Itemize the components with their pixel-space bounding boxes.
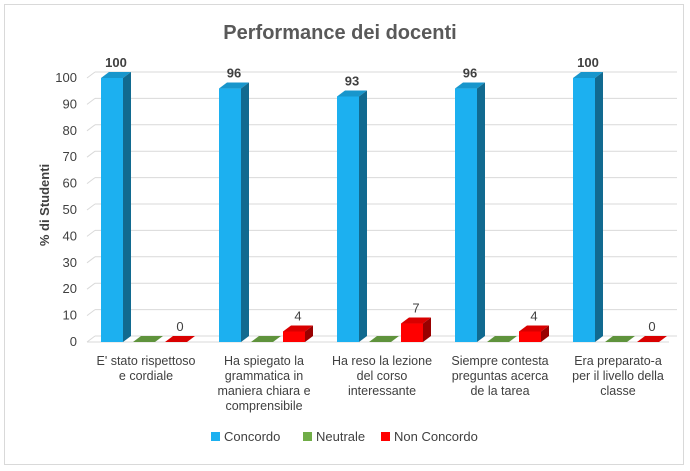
y-tick-label: 30	[63, 255, 77, 270]
data-labels: 100 0 96 4 93 7 96 4 100 0	[105, 55, 655, 334]
y-tick-label: 80	[63, 123, 77, 138]
bar-concordo	[455, 82, 485, 342]
y-tick-label: 90	[63, 96, 77, 111]
category-label: E' stato rispettoso e cordiale	[97, 354, 196, 383]
gridline-side	[86, 229, 96, 237]
bar-neutrale	[487, 336, 517, 342]
gridline-side	[86, 71, 96, 79]
category-label: Siempre contesta preguntas acerca de la ta…	[451, 354, 548, 398]
gridline-side	[86, 203, 96, 211]
gridline-side	[86, 177, 96, 185]
y-axis-label: % di Studenti	[37, 164, 52, 246]
gridline-side	[86, 150, 96, 158]
data-label: 7	[412, 301, 419, 316]
bar-neutrale	[369, 336, 399, 342]
bars	[101, 72, 667, 342]
data-label: 4	[294, 308, 301, 323]
data-label: 93	[345, 73, 359, 88]
y-tick-labels: 0 10 20 30 40 50 60 70 80 90 100	[55, 70, 77, 349]
data-label: 100	[105, 55, 127, 70]
gridline-side	[86, 309, 96, 317]
gridline-side	[86, 98, 96, 105]
data-label: 0	[176, 319, 183, 334]
y-tick-label: 10	[63, 308, 77, 323]
category-label: Ha spiegato la grammatica in maniera chiar…	[217, 354, 310, 413]
bar-non-concordo	[519, 325, 549, 342]
bar-non-concordo	[165, 336, 195, 342]
y-tick-label: 50	[63, 202, 77, 217]
y-tick-label: 40	[63, 228, 77, 243]
data-label: 96	[227, 66, 241, 81]
y-tick-label: 100	[55, 70, 77, 85]
bar-concordo	[573, 72, 603, 342]
bar-chart: Performance dei docenti % di Studenti 01…	[37, 22, 677, 444]
bar-non-concordo	[401, 317, 431, 342]
category-label: Ha reso la lezione del corso interessante	[332, 354, 432, 398]
bar-neutrale	[133, 336, 163, 342]
legend-item-non-concordo: Non Concordo	[381, 429, 478, 444]
svg-text:Neutrale: Neutrale	[316, 429, 365, 444]
bar-non-concordo	[637, 336, 667, 342]
chart-title: Performance dei docenti	[223, 22, 456, 44]
data-label: 96	[463, 66, 477, 81]
bar-concordo	[219, 82, 249, 342]
gridline-side	[86, 282, 96, 290]
y-tick-label: 60	[63, 176, 77, 191]
gridline-side	[86, 256, 96, 264]
data-label: 0	[648, 319, 655, 334]
legend: Concordo Neutrale Non Concordo	[211, 429, 478, 444]
bar-non-concordo	[283, 325, 313, 342]
bar-neutrale	[605, 336, 635, 342]
gridline-side	[86, 335, 96, 343]
data-label: 4	[530, 308, 537, 323]
gridline-side	[86, 124, 96, 132]
y-tick-label: 70	[63, 149, 77, 164]
svg-text:Non Concordo: Non Concordo	[394, 429, 478, 444]
legend-item-neutrale: Neutrale	[303, 429, 365, 444]
y-tick-label: 20	[63, 281, 77, 296]
svg-text:Concordo: Concordo	[224, 429, 280, 444]
bar-concordo	[101, 72, 131, 342]
legend-item-concordo: Concordo	[211, 429, 280, 444]
category-labels: E' stato rispettoso e cordiale Ha spiegato…	[97, 354, 664, 413]
bar-concordo	[337, 90, 367, 342]
bar-neutrale	[251, 336, 281, 342]
y-tick-label: 0	[70, 334, 77, 349]
category-label: Era preparato-a per il livello della class…	[572, 354, 664, 398]
data-label: 100	[577, 55, 599, 70]
